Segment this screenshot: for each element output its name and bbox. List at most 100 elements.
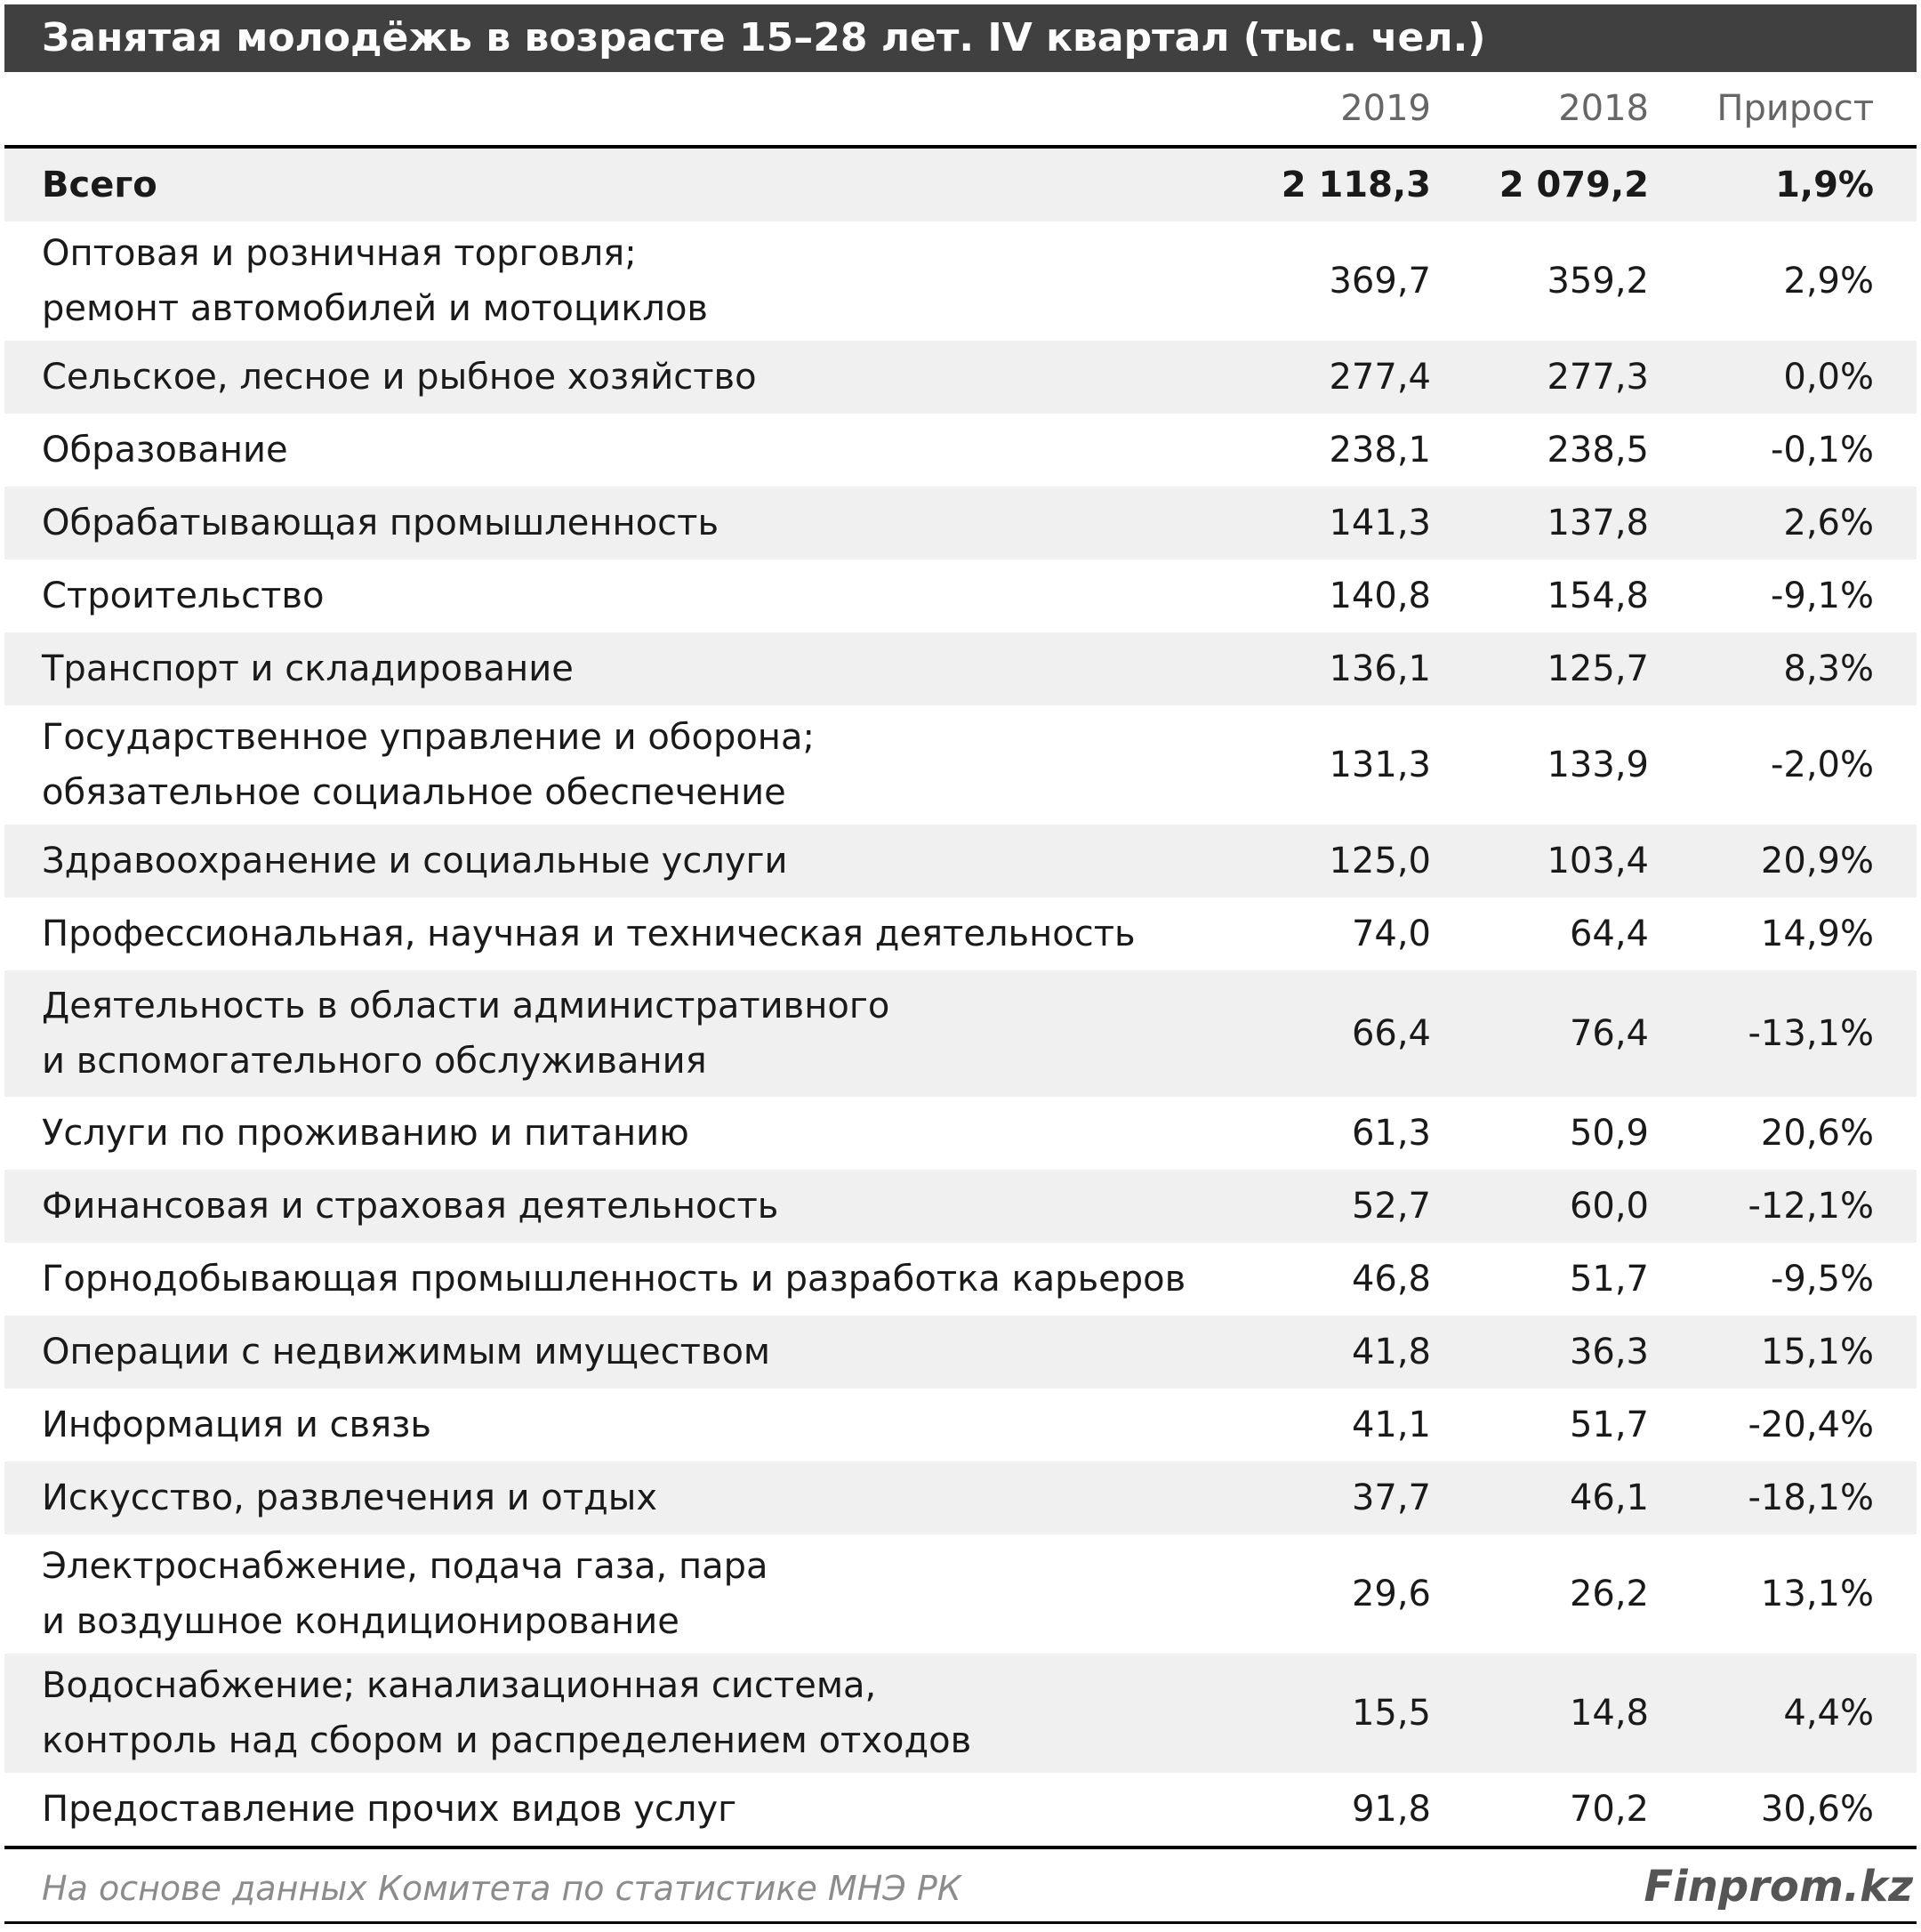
data-table: Занятая молодёжь в возрасте 15–28 лет. I… (4, 4, 1917, 1932)
row-label: Предоставление прочих видов услуг (42, 1789, 737, 1830)
value-2019: 46,8 (1351, 1259, 1431, 1300)
table-row: Искусство, развлечения и отдых 37,7 46,1 -1… (4, 1461, 1917, 1534)
row-label: Операции с недвижимым имуществом (42, 1332, 771, 1373)
value-growth: 0,0% (1783, 357, 1874, 398)
table-row: Транспорт и складирование 136,1 125,7 8,3% (4, 632, 1917, 705)
row-label: Искусство, развлечения и отдых (42, 1477, 657, 1518)
value-2018: 26,2 (1569, 1574, 1649, 1614)
bottom-divider (4, 1921, 1917, 1924)
value-2018: 51,7 (1569, 1405, 1649, 1445)
value-growth: 15,1% (1760, 1332, 1874, 1373)
value-2018: 14,8 (1569, 1693, 1649, 1734)
table-title: Занятая молодёжь в возрасте 15–28 лет. I… (4, 4, 1917, 72)
table-row: Оптовая и розничная торговля; ремонт авт… (4, 221, 1917, 341)
column-header-growth: Прирост (1716, 88, 1874, 129)
value-2019: 238,1 (1329, 430, 1431, 471)
table-row: Образование 238,1 238,5 -0,1% (4, 414, 1917, 487)
value-2018: 277,3 (1547, 357, 1649, 398)
row-label: Транспорт и складирование (42, 648, 574, 689)
row-label: Оптовая и розничная торговля; ремонт авт… (42, 233, 709, 329)
row-label: Строительство (42, 576, 325, 616)
value-growth: -18,1% (1748, 1477, 1874, 1518)
table-row: Государственное управление и оборона; об… (4, 705, 1917, 825)
value-2019: 41,8 (1351, 1332, 1431, 1373)
value-2018: 36,3 (1569, 1332, 1649, 1373)
value-2018: 51,7 (1569, 1259, 1649, 1300)
table-row: Операции с недвижимым имуществом 41,8 36,3… (4, 1316, 1917, 1389)
value-growth: 13,1% (1760, 1574, 1874, 1614)
value-growth: 8,3% (1783, 648, 1874, 689)
value-growth: -12,1% (1748, 1186, 1874, 1227)
value-2018: 133,9 (1547, 745, 1649, 785)
value-2019: 277,4 (1329, 357, 1431, 398)
value-growth: -9,5% (1770, 1259, 1874, 1300)
value-2018: 103,4 (1547, 841, 1649, 881)
table-row: Услуги по проживанию и питанию 61,3 50,9 20… (4, 1097, 1917, 1170)
value-2019: 141,3 (1329, 503, 1431, 543)
row-label: Сельское, лесное и рыбное хозяйство (42, 357, 757, 398)
value-2018: 154,8 (1547, 576, 1649, 616)
value-2018: 359,2 (1547, 261, 1649, 302)
value-2019: 136,1 (1329, 648, 1431, 689)
value-growth: -0,1% (1770, 430, 1874, 471)
value-2018: 76,4 (1569, 1013, 1649, 1054)
value-2019: 2 118,3 (1281, 165, 1431, 205)
value-2018: 238,5 (1547, 430, 1649, 471)
row-label: Горнодобывающая промышленность и разрабо… (42, 1259, 1186, 1300)
row-label: Услуги по проживанию и питанию (42, 1113, 689, 1154)
column-header-row: 2019 2018 Прирост (4, 72, 1917, 149)
value-2019: 125,0 (1329, 841, 1431, 881)
value-2018: 50,9 (1569, 1113, 1649, 1154)
value-2019: 37,7 (1351, 1477, 1431, 1518)
row-label: Обрабатывающая промышленность (42, 503, 719, 543)
value-2018: 46,1 (1569, 1477, 1649, 1518)
value-2019: 66,4 (1351, 1013, 1431, 1054)
brand-logo: Finprom.kz (1644, 1862, 1913, 1912)
table-row: Финансовая и страховая деятельность 52,7 6… (4, 1170, 1917, 1243)
table-row: Электроснабжение, подача газа, пара и во… (4, 1534, 1917, 1654)
value-2019: 91,8 (1351, 1789, 1431, 1830)
table-row: Строительство 140,8 154,8 -9,1% (4, 559, 1917, 632)
value-2019: 41,1 (1351, 1405, 1431, 1445)
value-2019: 52,7 (1351, 1186, 1431, 1227)
value-2018: 125,7 (1547, 648, 1649, 689)
value-growth: 1,9% (1775, 165, 1874, 205)
value-growth: 20,6% (1760, 1113, 1874, 1154)
value-2019: 61,3 (1351, 1113, 1431, 1154)
value-2019: 29,6 (1351, 1574, 1431, 1614)
value-growth: -20,4% (1748, 1405, 1874, 1445)
table-body: Всего 2 118,3 2 079,2 1,9% Оптовая и розничн… (4, 149, 1917, 1846)
table-row: Профессиональная, научная и техническая … (4, 898, 1917, 970)
value-2018: 60,0 (1569, 1186, 1649, 1227)
value-2019: 15,5 (1351, 1693, 1431, 1734)
row-label: Всего (42, 165, 157, 205)
column-header-2019: 2019 (1340, 88, 1431, 129)
row-label: Государственное управление и оборона; об… (42, 717, 815, 813)
row-label: Финансовая и страховая деятельность (42, 1186, 779, 1227)
value-2018: 2 079,2 (1499, 165, 1649, 205)
row-label: Деятельность в области административного… (42, 986, 890, 1082)
table-row: Горнодобывающая промышленность и разрабо… (4, 1243, 1917, 1316)
value-growth: -2,0% (1770, 745, 1874, 785)
value-growth: -9,1% (1770, 576, 1874, 616)
value-2019: 131,3 (1329, 745, 1431, 785)
table-row: Сельское, лесное и рыбное хозяйство 277,4… (4, 341, 1917, 414)
row-label: Водоснабжение; канализационная система, … (42, 1665, 972, 1761)
value-growth: 2,6% (1783, 503, 1874, 543)
value-growth: -13,1% (1748, 1013, 1874, 1054)
value-growth: 2,9% (1783, 261, 1874, 302)
table-row: Деятельность в области административного… (4, 970, 1917, 1097)
row-label: Здравоохранение и социальные услуги (42, 841, 788, 881)
value-growth: 14,9% (1760, 914, 1874, 954)
value-2019: 369,7 (1329, 261, 1431, 302)
value-2019: 140,8 (1329, 576, 1431, 616)
table-row: Предоставление прочих видов услуг 91,8 70,… (4, 1773, 1917, 1846)
value-2019: 74,0 (1351, 914, 1431, 954)
column-header-2018: 2018 (1558, 88, 1649, 129)
table-footer: На основе данных Комитета по статистике … (4, 1846, 1917, 1932)
value-growth: 4,4% (1783, 1693, 1874, 1734)
table-row: Здравоохранение и социальные услуги 125,0… (4, 825, 1917, 898)
value-2018: 64,4 (1569, 914, 1649, 954)
value-growth: 30,6% (1760, 1789, 1874, 1830)
row-label: Электроснабжение, подача газа, пара и во… (42, 1546, 768, 1642)
